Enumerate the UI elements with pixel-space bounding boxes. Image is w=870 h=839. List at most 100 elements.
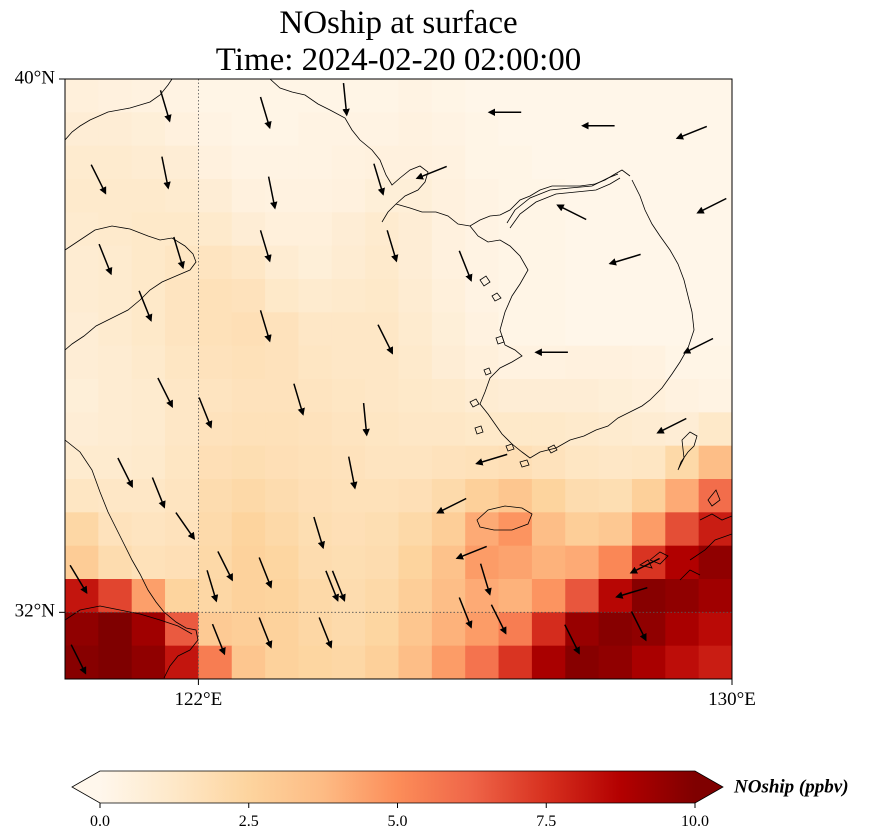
field-cell bbox=[298, 645, 333, 679]
wind-arrow bbox=[656, 417, 687, 434]
field-cell bbox=[565, 379, 600, 413]
field-cell bbox=[365, 145, 400, 180]
wind-arrow bbox=[629, 557, 660, 574]
field-cell bbox=[531, 479, 566, 513]
field-cell bbox=[531, 612, 566, 647]
field-cell bbox=[431, 112, 466, 147]
field-cell bbox=[498, 112, 533, 147]
field-cell bbox=[65, 612, 99, 647]
field-cell bbox=[465, 279, 500, 313]
field-cell bbox=[565, 512, 600, 547]
field-cell bbox=[698, 379, 732, 413]
wind-arrow bbox=[615, 586, 648, 599]
field-cell bbox=[531, 545, 566, 580]
field-cell bbox=[565, 412, 600, 447]
wind-arrow bbox=[70, 644, 87, 675]
field-cell bbox=[331, 145, 366, 180]
field-cell bbox=[431, 379, 466, 413]
colorbar: 0.0 2.5 5.0 7.5 10.0 NOship (ppbv) bbox=[71, 770, 849, 830]
field-cell bbox=[265, 212, 300, 247]
field-cell bbox=[465, 245, 500, 280]
field-cell bbox=[398, 212, 433, 247]
field-cell bbox=[665, 612, 700, 647]
wind-arrow bbox=[313, 516, 325, 550]
field-cell bbox=[331, 245, 366, 280]
field-cell bbox=[465, 345, 500, 380]
field-cell bbox=[598, 212, 633, 247]
wind-arrow bbox=[217, 551, 233, 582]
field-cell bbox=[98, 645, 133, 679]
field-cell bbox=[498, 545, 533, 580]
field-cell bbox=[531, 412, 566, 447]
field-cell bbox=[465, 479, 500, 513]
field-cell bbox=[631, 245, 666, 280]
wind-arrow bbox=[556, 204, 587, 221]
field-cell bbox=[331, 179, 366, 213]
wind-arrow bbox=[490, 604, 507, 635]
field-cell bbox=[65, 545, 99, 580]
field-cell bbox=[498, 445, 533, 480]
field-cell bbox=[565, 645, 600, 679]
coastline-dmz-band bbox=[506, 173, 621, 229]
field-cell bbox=[631, 345, 666, 380]
field-cell bbox=[331, 212, 366, 247]
field-cell bbox=[65, 312, 99, 347]
field-cell bbox=[598, 312, 633, 347]
field-cell bbox=[531, 212, 566, 247]
field-cell bbox=[698, 179, 732, 213]
field-cell bbox=[65, 145, 99, 180]
field-cell bbox=[231, 612, 266, 647]
wind-arrow bbox=[479, 563, 492, 596]
field-cell bbox=[665, 645, 700, 679]
field-cell bbox=[665, 512, 700, 547]
wind-arrow bbox=[377, 324, 393, 355]
field-cell bbox=[165, 79, 199, 113]
field-cell bbox=[598, 445, 633, 480]
field-cell bbox=[331, 545, 366, 580]
field-cell bbox=[231, 512, 266, 547]
field-cell bbox=[598, 512, 633, 547]
field-cell bbox=[531, 279, 566, 313]
field-cell bbox=[465, 212, 500, 247]
wind-arrow bbox=[325, 570, 339, 602]
colorbar-tick-label: 0.0 bbox=[90, 813, 110, 830]
wind-arrow bbox=[267, 176, 278, 210]
field-cell bbox=[365, 345, 400, 380]
field-cell bbox=[498, 345, 533, 380]
field-cell bbox=[665, 445, 700, 480]
field-cell bbox=[631, 479, 666, 513]
field-cell bbox=[631, 379, 666, 413]
field-cell bbox=[431, 545, 466, 580]
field-cell bbox=[331, 345, 366, 380]
field-cell bbox=[198, 512, 233, 547]
field-cell bbox=[298, 579, 333, 613]
field-cell bbox=[131, 379, 166, 413]
field-cell bbox=[265, 479, 300, 513]
field-cell bbox=[231, 212, 266, 247]
field-cell bbox=[498, 245, 533, 280]
field-cell bbox=[665, 579, 700, 613]
field-cell bbox=[131, 245, 166, 280]
field-cell bbox=[531, 445, 566, 480]
field-cell bbox=[398, 545, 433, 580]
field-cell bbox=[631, 512, 666, 547]
field-cell bbox=[498, 79, 533, 113]
field-cell bbox=[298, 79, 333, 113]
field-cell bbox=[165, 379, 199, 413]
field-cell bbox=[531, 645, 566, 679]
field-cell bbox=[498, 145, 533, 180]
field-cell bbox=[631, 145, 666, 180]
field-cell bbox=[565, 579, 600, 613]
field-cell bbox=[365, 612, 400, 647]
field-cell bbox=[331, 645, 366, 679]
field-cell bbox=[231, 345, 266, 380]
field-cell bbox=[631, 612, 666, 647]
wind-arrow bbox=[117, 457, 133, 488]
field-cell bbox=[465, 179, 500, 213]
field-cell bbox=[431, 445, 466, 480]
coastline-shandong bbox=[65, 225, 197, 351]
field-cell bbox=[98, 245, 133, 280]
field-cell bbox=[398, 412, 433, 447]
field-cell bbox=[265, 612, 300, 647]
field-cell bbox=[198, 645, 233, 679]
